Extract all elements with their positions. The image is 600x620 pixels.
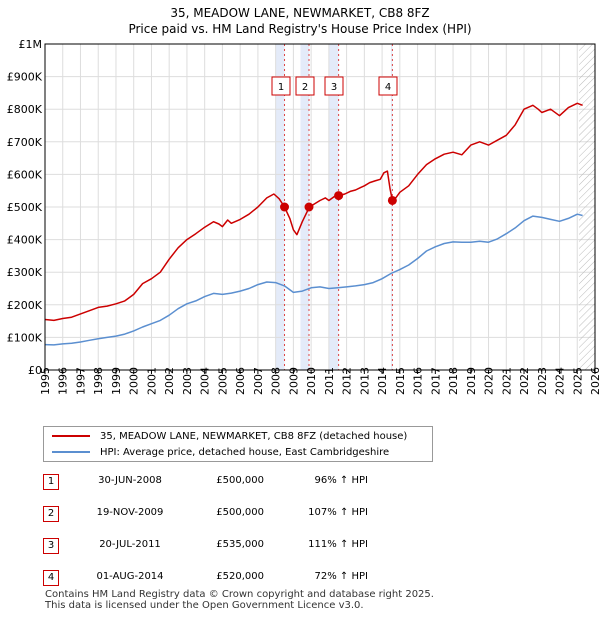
hpi-line <box>44 213 583 346</box>
y-tick-label: £500K <box>7 201 43 214</box>
y-tick-label: £100K <box>7 331 43 344</box>
x-tick-label: 2013 <box>358 367 371 395</box>
table-row: 2 19-NOV-2009 £500,000 107% ↑ HPI <box>0 506 600 526</box>
x-tick-label: 1995 <box>39 367 52 395</box>
sale-point <box>304 202 314 212</box>
sale-hpi-change: 96% ↑ HPI <box>314 475 368 486</box>
sale-marker-box <box>378 76 398 96</box>
y-tick-label: £0 <box>28 364 42 377</box>
y-tick-label: £900K <box>7 71 43 84</box>
sale-marker-label: 1 <box>278 82 284 93</box>
legend-item-hpi: HPI: Average price, detached house, East… <box>52 445 389 459</box>
sale-marker-badge: 2 <box>43 506 59 522</box>
x-tick-label: 2005 <box>216 367 229 395</box>
table-row: 4 01-AUG-2014 £520,000 72% ↑ HPI <box>0 570 600 590</box>
sale-marker-box <box>271 76 291 96</box>
x-tick-label: 2006 <box>234 367 247 395</box>
sale-price: £500,000 <box>216 507 264 518</box>
x-tick-label: 2000 <box>128 367 141 395</box>
sale-price: £535,000 <box>216 539 264 550</box>
x-tick-label: 2011 <box>323 367 336 395</box>
x-tick-label: 2018 <box>447 367 460 395</box>
legend-swatch-property <box>52 435 90 437</box>
x-tick-label: 2023 <box>536 367 549 395</box>
table-row: 1 30-JUN-2008 £500,000 96% ↑ HPI <box>0 474 600 494</box>
x-tick-label: 2019 <box>465 367 478 395</box>
x-tick-label: 2017 <box>429 367 442 395</box>
sale-hpi-change: 107% ↑ HPI <box>308 507 368 518</box>
x-tick-label: 2009 <box>287 367 300 395</box>
x-tick-label: 2007 <box>252 367 265 395</box>
x-tick-label: 2022 <box>518 367 531 395</box>
sale-price: £520,000 <box>216 571 264 582</box>
property-price-line <box>44 102 583 322</box>
y-tick-label: £400K <box>7 234 43 247</box>
x-tick-label: 2021 <box>500 367 513 395</box>
x-tick-label: 2008 <box>270 367 283 395</box>
x-tick-label: 2020 <box>483 367 496 395</box>
sale-price: £500,000 <box>216 475 264 486</box>
sale-marker-badge: 3 <box>43 538 59 554</box>
x-tick-label: 1999 <box>110 367 123 395</box>
x-tick-label: 2014 <box>376 367 389 395</box>
y-tick-label: £800K <box>7 103 43 116</box>
footer: Contains HM Land Registry data © Crown c… <box>45 589 434 611</box>
x-tick-label: 1996 <box>57 367 70 395</box>
sale-hpi-change: 72% ↑ HPI <box>314 571 368 582</box>
forecast-hatch <box>579 44 595 370</box>
sale-date: 30-JUN-2008 <box>98 475 162 486</box>
copyright-notice: Contains HM Land Registry data © Crown c… <box>45 589 434 600</box>
x-tick-label: 2010 <box>305 367 318 395</box>
x-tick-label: 2002 <box>163 367 176 395</box>
sale-point <box>387 195 397 205</box>
x-tick-label: 2003 <box>181 367 194 395</box>
y-tick-label: £200K <box>7 299 43 312</box>
sale-point <box>280 202 290 212</box>
x-tick-label: 2026 <box>589 367 600 395</box>
legend-item-property: 35, MEADOW LANE, NEWMARKET, CB8 8FZ (det… <box>52 429 407 443</box>
licence-notice: This data is licensed under the Open Gov… <box>45 600 364 611</box>
x-tick-label: 2012 <box>341 367 354 395</box>
sale-marker-label: 4 <box>385 82 391 93</box>
sale-marker-badge: 1 <box>43 474 59 490</box>
y-tick-label: £1M <box>19 38 43 51</box>
y-tick-label: £700K <box>7 136 43 149</box>
sale-date: 01-AUG-2014 <box>96 571 164 582</box>
sale-marker-label: 2 <box>302 82 308 93</box>
chart-title: 35, MEADOW LANE, NEWMARKET, CB8 8FZ <box>170 6 429 20</box>
sale-marker-box <box>324 76 344 96</box>
x-tick-label: 2025 <box>571 367 584 395</box>
table-row: 3 20-JUL-2011 £535,000 111% ↑ HPI <box>0 538 600 558</box>
sale-marker-badge: 4 <box>43 570 59 586</box>
y-tick-label: £300K <box>7 266 43 279</box>
legend: 35, MEADOW LANE, NEWMARKET, CB8 8FZ (det… <box>43 426 433 462</box>
plot-frame <box>44 43 596 371</box>
sale-date: 20-JUL-2011 <box>99 539 161 550</box>
x-tick-label: 2004 <box>199 367 212 395</box>
sale-date: 19-NOV-2009 <box>96 507 164 518</box>
chart-subtitle: Price paid vs. HM Land Registry's House … <box>128 22 471 36</box>
legend-label-hpi: HPI: Average price, detached house, East… <box>100 446 390 458</box>
x-tick-label: 2015 <box>394 367 407 395</box>
price-chart: 35, MEADOW LANE, NEWMARKET, CB8 8FZ Pric… <box>7 6 600 395</box>
legend-swatch-hpi <box>52 451 90 453</box>
x-tick-label: 1997 <box>74 367 87 395</box>
x-tick-label: 2001 <box>145 367 158 395</box>
legend-label-property: 35, MEADOW LANE, NEWMARKET, CB8 8FZ (det… <box>100 430 408 442</box>
y-tick-label: £600K <box>7 168 43 181</box>
x-tick-label: 2024 <box>554 367 567 395</box>
sale-point <box>334 191 344 201</box>
sale-marker-label: 3 <box>331 82 337 93</box>
sale-hpi-change: 111% ↑ HPI <box>308 539 368 550</box>
x-tick-label: 2016 <box>412 367 425 395</box>
sale-marker-box <box>295 76 315 96</box>
x-tick-label: 1998 <box>92 367 105 395</box>
